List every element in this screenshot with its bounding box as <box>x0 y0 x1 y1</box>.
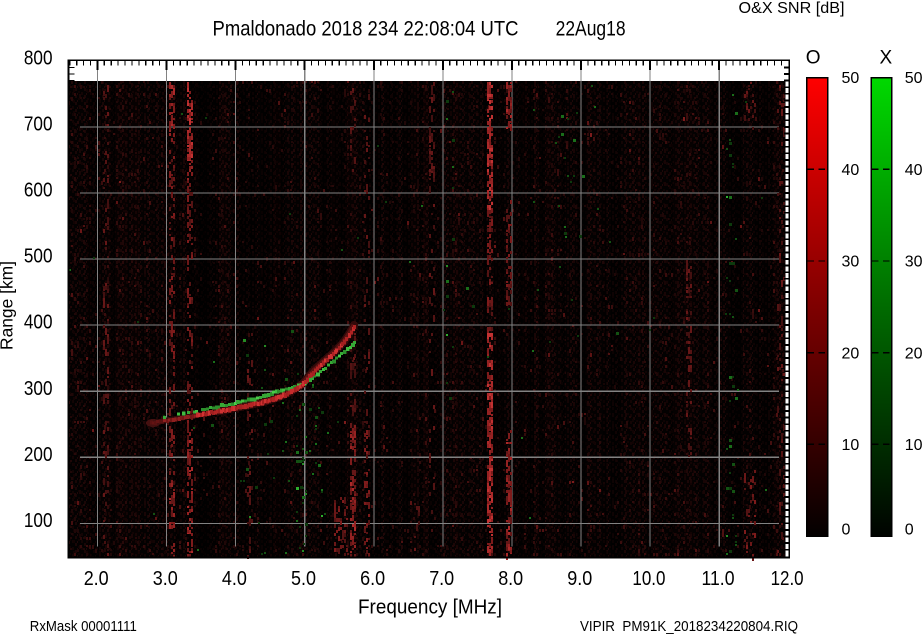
svg-text:200: 200 <box>24 444 53 466</box>
svg-text:40: 40 <box>842 162 860 179</box>
svg-text:40: 40 <box>905 162 922 179</box>
svg-text:11.0: 11.0 <box>702 568 735 590</box>
svg-text:22Aug18: 22Aug18 <box>556 17 626 40</box>
svg-text:10.0: 10.0 <box>632 568 665 590</box>
svg-text:700: 700 <box>24 114 53 136</box>
svg-text:10: 10 <box>842 437 860 454</box>
svg-text:6.0: 6.0 <box>360 568 385 590</box>
svg-text:12.0: 12.0 <box>771 568 804 590</box>
svg-text:3.0: 3.0 <box>153 568 178 590</box>
svg-text:5.0: 5.0 <box>291 568 316 590</box>
svg-text:0: 0 <box>842 522 851 539</box>
svg-text:Pmaldonado 2018 234 22:08:04 U: Pmaldonado 2018 234 22:08:04 UTC <box>213 17 519 40</box>
svg-text:20: 20 <box>842 345 860 362</box>
svg-text:Range [km]: Range [km] <box>0 261 17 350</box>
svg-text:X: X <box>879 48 892 69</box>
svg-text:O: O <box>806 48 821 69</box>
svg-text:0: 0 <box>905 522 914 539</box>
svg-text:10: 10 <box>905 437 922 454</box>
svg-text:7.0: 7.0 <box>429 568 454 590</box>
svg-text:500: 500 <box>24 246 53 268</box>
svg-text:VIPIR PM91K_2018234220804.RIQ: VIPIR PM91K_2018234220804.RIQ <box>580 618 798 635</box>
svg-text:Frequency [MHz]: Frequency [MHz] <box>358 596 502 618</box>
svg-text:30: 30 <box>905 254 922 271</box>
svg-text:RxMask 00001111: RxMask 00001111 <box>30 618 137 635</box>
svg-text:2.0: 2.0 <box>84 568 109 590</box>
svg-text:50: 50 <box>905 70 922 87</box>
svg-text:4.0: 4.0 <box>222 568 247 590</box>
svg-text:600: 600 <box>24 180 53 202</box>
svg-text:8.0: 8.0 <box>498 568 523 590</box>
svg-text:30: 30 <box>842 254 860 271</box>
svg-text:300: 300 <box>24 378 53 400</box>
svg-text:100: 100 <box>24 510 53 532</box>
svg-text:9.0: 9.0 <box>567 568 592 590</box>
svg-text:20: 20 <box>905 345 922 362</box>
svg-text:O&X SNR [dB]: O&X SNR [dB] <box>739 0 845 17</box>
svg-text:400: 400 <box>24 312 53 334</box>
svg-text:50: 50 <box>842 70 860 87</box>
svg-text:800: 800 <box>24 47 53 69</box>
